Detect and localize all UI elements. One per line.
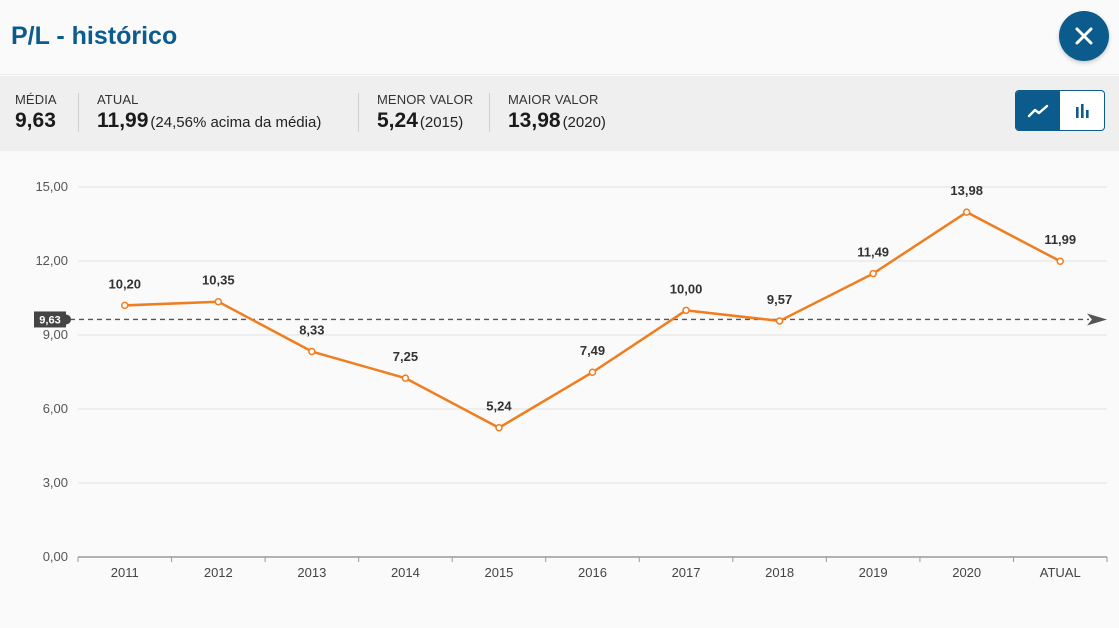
data-label: 10,00 (670, 281, 703, 296)
x-tick-label: 2015 (484, 565, 513, 580)
stat-media-value: 9,63 (15, 109, 56, 132)
data-label: 11,99 (1044, 232, 1076, 247)
stat-menor-note: (2015) (419, 114, 464, 131)
data-label: 10,20 (108, 276, 141, 291)
data-point (495, 423, 503, 432)
x-tick-label: 2012 (204, 565, 233, 580)
stat-menor-label: MENOR VALOR (377, 92, 474, 107)
close-icon (1075, 27, 1093, 45)
data-label: 5,24 (486, 399, 512, 414)
data-label: 13,98 (950, 183, 983, 198)
average-badge (34, 311, 66, 328)
data-label: 8,33 (299, 323, 324, 338)
divider (78, 93, 79, 132)
x-tick-label: 2013 (297, 565, 326, 580)
pl-history-chart: 0,00 3,00 6,00 9,00 12,00 15,00 2011 2012 2013 20… (34, 179, 1108, 580)
stat-atual: ATUAL 11,99 (24,56% acima da média) (97, 92, 321, 133)
data-label: 10,35 (202, 273, 235, 288)
y-tick-label: 0,00 (43, 549, 68, 564)
stat-maior-label: MAIOR VALOR (508, 92, 599, 107)
x-tick-label: 2020 (952, 565, 981, 580)
data-point (308, 347, 316, 356)
x-tick-label: 2017 (672, 565, 701, 580)
data-point (588, 368, 597, 376)
data-point (214, 297, 223, 306)
data-point (1056, 257, 1064, 265)
x-tick-label: 2016 (578, 565, 607, 580)
close-button[interactable] (1059, 11, 1109, 61)
stat-menor-value: 5,24 (377, 109, 418, 132)
data-label: 11,49 (857, 245, 889, 260)
data-point (121, 301, 129, 310)
divider (358, 93, 359, 132)
modal-header: P/L - histórico (0, 0, 1119, 75)
stats-bar: MÉDIA 9,63 ATUAL 11,99 (24,56% acima da m… (0, 76, 1119, 151)
data-point (962, 208, 971, 216)
y-tick-label: 3,00 (43, 475, 68, 490)
data-point (682, 306, 690, 315)
bar-chart-button[interactable] (1060, 91, 1104, 130)
y-tick-label: 12,00 (35, 253, 68, 268)
data-label: 9,57 (767, 292, 792, 307)
line-chart-icon (1027, 104, 1049, 117)
data-point (775, 317, 784, 325)
stat-media-label: MÉDIA (15, 92, 57, 107)
x-tick-label: ATUAL (1040, 565, 1081, 580)
data-label: 7,25 (393, 349, 418, 364)
stat-atual-note: (24,56% acima da média) (150, 114, 322, 131)
y-tick-label: 6,00 (43, 401, 68, 416)
average-arrow (1087, 313, 1107, 326)
x-tick-label: 2014 (391, 565, 420, 580)
x-tick-label: 2018 (765, 565, 794, 580)
stat-atual-value: 11,99 (97, 109, 149, 132)
y-tick-label: 15,00 (35, 179, 68, 194)
data-point (869, 269, 877, 278)
line-chart-button[interactable] (1016, 91, 1060, 130)
stat-maior-note: (2020) (562, 114, 606, 131)
stat-menor: MENOR VALOR 5,24 (2015) (377, 92, 473, 133)
stat-maior-value: 13,98 (508, 109, 561, 132)
stat-atual-label: ATUAL (97, 92, 139, 107)
stat-maior: MAIOR VALOR 13,98 (2020) (508, 92, 606, 133)
chart-area: 0,00 3,00 6,00 9,00 12,00 15,00 2011 2012 2013 20… (0, 151, 1119, 623)
divider (489, 93, 490, 132)
x-tick-label: 2019 (859, 565, 888, 580)
bar-chart-icon (1076, 103, 1089, 118)
x-tick-label: 2011 (111, 565, 139, 580)
average-label: 9,63 (39, 314, 60, 326)
chart-type-toggle (1015, 90, 1105, 131)
data-label: 7,49 (580, 343, 605, 358)
y-tick-label: 9,00 (43, 327, 68, 342)
page-title: P/L - histórico (11, 22, 178, 50)
stat-media: MÉDIA 9,63 (15, 92, 57, 133)
data-point (401, 374, 410, 382)
